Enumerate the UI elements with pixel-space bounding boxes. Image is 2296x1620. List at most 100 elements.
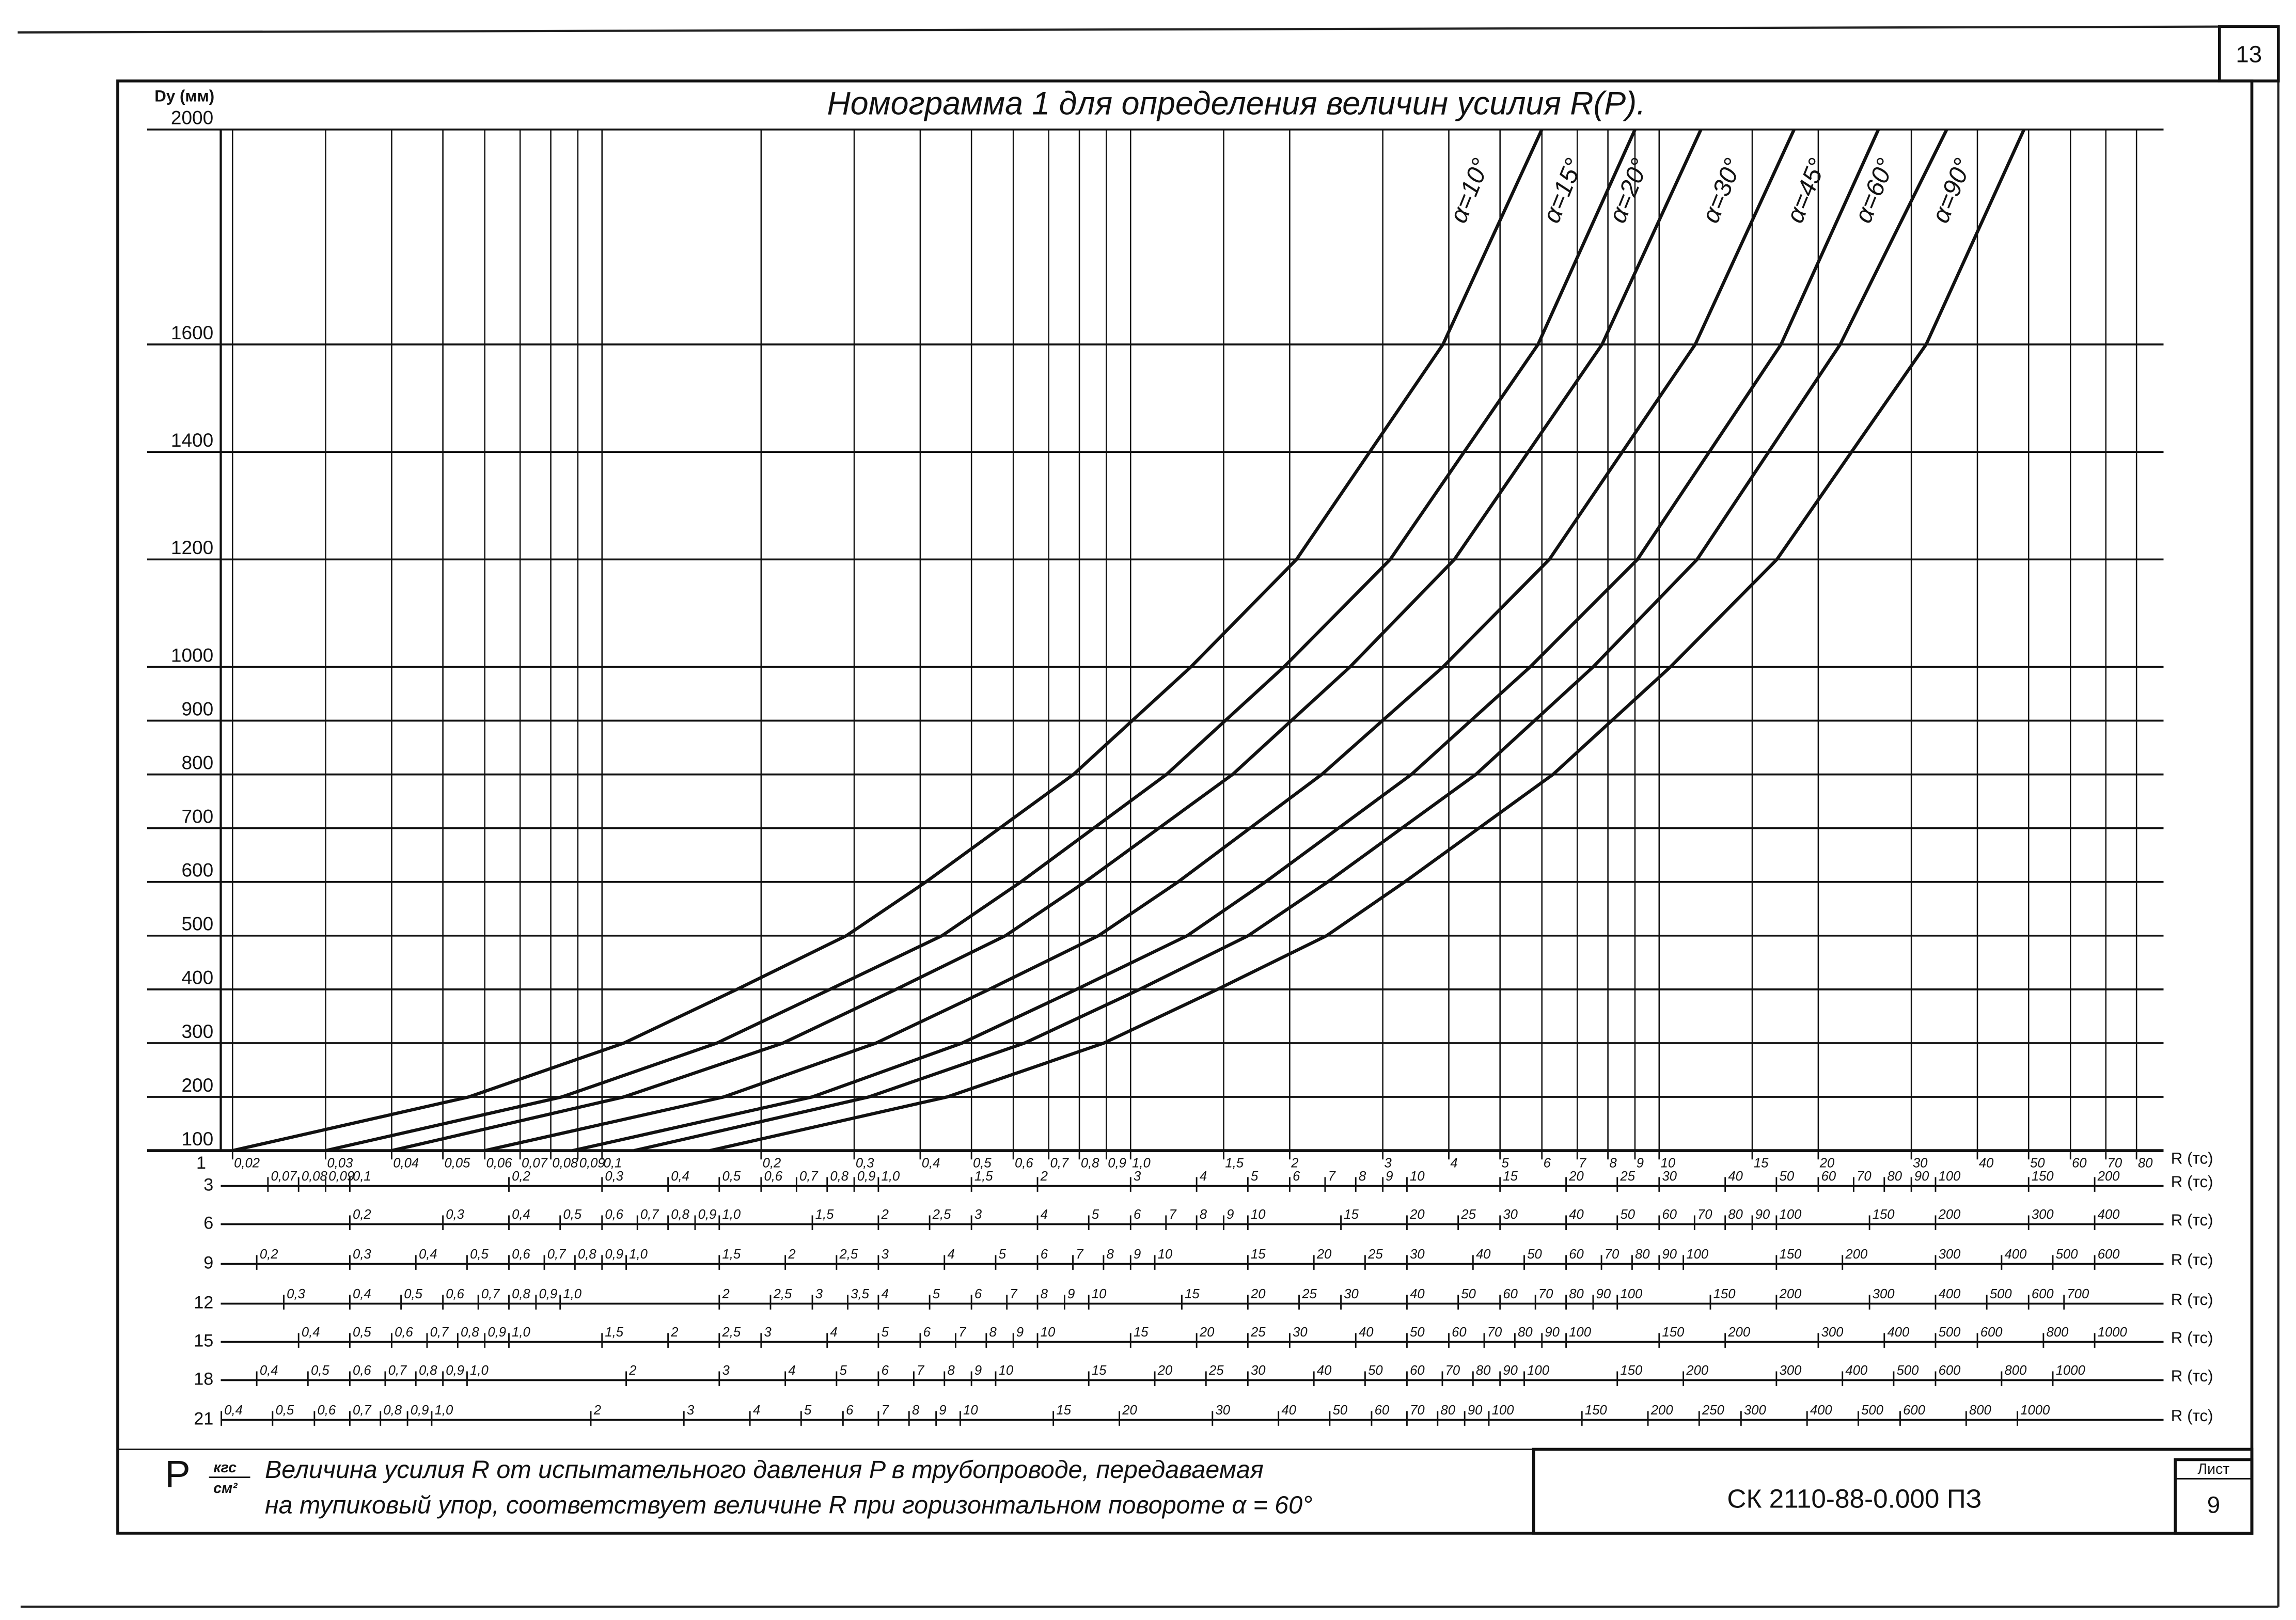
scale-tick-label: 4: [1200, 1169, 1207, 1184]
scale-tick-label: 0,3: [446, 1207, 464, 1222]
scale-tick-label: 4: [882, 1287, 889, 1301]
scale-tick-label: 300: [1780, 1363, 1802, 1378]
curve: [232, 129, 1544, 1153]
scale-tick-label: 80: [1518, 1325, 1533, 1340]
scale-tick-label: 150: [1662, 1325, 1685, 1340]
scale-tick-label: 10: [1410, 1169, 1425, 1184]
scale-tick-label: 200: [1650, 1403, 1674, 1418]
scale-tick-label: 15: [1503, 1169, 1518, 1184]
scale-tick-label: 70: [1605, 1247, 1619, 1262]
scale-tick-label: 1,0: [470, 1363, 489, 1378]
scale-tick-label: 25: [1301, 1287, 1317, 1301]
scale-tick-label: 15: [1092, 1363, 1107, 1378]
scale-tick-label: 1000: [2020, 1403, 2050, 1418]
scale-tick-label: 0,9: [857, 1169, 876, 1184]
x-tick-label: 80: [2138, 1156, 2153, 1171]
x-tick-label: 0,08: [552, 1156, 578, 1171]
scale-tick-label: 80: [1887, 1169, 1902, 1184]
scale-tick-label: 7: [1010, 1287, 1018, 1301]
scale-tick-label: 40: [1569, 1207, 1584, 1222]
scale-tick-label: 70: [1538, 1287, 1553, 1301]
scale-tick-label: 50: [1527, 1247, 1542, 1262]
scale-tick-label: 2,5: [721, 1325, 741, 1340]
scale-tick-label: 100: [1780, 1207, 1802, 1222]
scale-tick-label: 2,5: [839, 1247, 858, 1262]
scale-tick-label: 25: [1208, 1363, 1224, 1378]
scale-tick-label: 0,2: [512, 1169, 530, 1184]
scale-tick-label: 0,5: [404, 1287, 422, 1301]
scale-tick-label: 7: [1169, 1207, 1177, 1222]
chart-title: Номограмма 1 для определения величин уси…: [827, 86, 1645, 122]
scale-tick-label: 90: [1545, 1325, 1560, 1340]
scale-tick-label: 300: [1821, 1325, 1844, 1340]
scale-tick-label: 25: [1250, 1325, 1266, 1340]
y-tick-label: 400: [181, 967, 213, 988]
scale-tick-label: 1,0: [435, 1403, 453, 1418]
scale-tick-label: 4: [753, 1403, 760, 1418]
scale-tick-label: 150: [1873, 1207, 1895, 1222]
scale-tick-label: 0,9: [446, 1363, 464, 1378]
scale-tick-label: 0,4: [671, 1169, 689, 1184]
scale-tick-label: 80: [1441, 1403, 1456, 1418]
scale-tick-label: 50: [1368, 1363, 1383, 1378]
y-tick-label: 800: [181, 751, 213, 773]
scale-tick-label: 5: [882, 1325, 889, 1340]
scale-tick-label: 0,7: [388, 1363, 407, 1378]
scale-tick-label: 8: [912, 1403, 920, 1418]
scale-tick-label: 6: [1293, 1169, 1300, 1184]
scale-tick-label: 0,8: [578, 1247, 596, 1262]
scale-tick-label: 3: [815, 1287, 823, 1301]
scale-tick-label: 40: [1281, 1403, 1296, 1418]
scale-tick-label: 200: [1686, 1363, 1709, 1378]
y-tick-label: 100: [181, 1128, 213, 1150]
scale-tick-label: 0,4: [260, 1363, 278, 1378]
scale-tick-label: 100: [1527, 1363, 1550, 1378]
scale-tick-label: 0,9: [539, 1287, 558, 1301]
scale-tick-label: 60: [1375, 1403, 1390, 1418]
x-tick-label: 0,4: [922, 1156, 940, 1171]
page-number: 13: [2236, 41, 2262, 67]
curve: [391, 129, 1703, 1153]
pressure-unit-den: см²: [213, 1480, 238, 1497]
scale-tick-label: 200: [1779, 1287, 1802, 1301]
x-tick-label: 0,6: [1015, 1156, 1033, 1171]
scale-tick-label: 1000: [2098, 1325, 2128, 1340]
y-tick-label: 900: [181, 698, 213, 719]
scale-tick-label: 600: [1903, 1403, 1926, 1418]
curve: [709, 129, 2026, 1153]
scale-tick-label: 90: [1662, 1247, 1677, 1262]
scale-tick-label: 0,8: [461, 1325, 479, 1340]
scale-tick-label: 0,9: [411, 1403, 429, 1418]
x-tick-label: 50: [2030, 1156, 2045, 1171]
scale-tick-label: 60: [1662, 1207, 1677, 1222]
scale-tick-label: 90: [1596, 1287, 1611, 1301]
curve: [572, 129, 1880, 1153]
y-tick-label: 1000: [171, 644, 213, 666]
scale-tick-label: 90: [1914, 1169, 1929, 1184]
scale-tick-label: 6: [882, 1363, 889, 1378]
scale-tick-label: 0,4: [419, 1247, 437, 1262]
scale-tick-label: 200: [2097, 1169, 2120, 1184]
scale-tick-label: 50: [1410, 1325, 1425, 1340]
scale-tick-label: 0,6: [318, 1403, 336, 1418]
scale-tick-label: 80: [1476, 1363, 1491, 1378]
scale-tick-label: 80: [1569, 1287, 1584, 1301]
scale-tick-label: 1,5: [605, 1325, 623, 1340]
scale-tick-label: 1,5: [815, 1207, 834, 1222]
scale-tick-label: 60: [1503, 1287, 1518, 1301]
scale-tick-label: 100: [1620, 1287, 1643, 1301]
x-tick-label: 0,06: [486, 1156, 513, 1171]
inner-frame: [116, 79, 2254, 1535]
scale-tick-label: 500: [1861, 1403, 1884, 1418]
scale-tick-label: 9: [1386, 1169, 1393, 1184]
scale-tick-label: 0,1: [353, 1169, 371, 1184]
scale-tick-label: 200: [1845, 1247, 1868, 1262]
pressure-label: 15: [194, 1331, 213, 1351]
curve-label: α=60°: [1849, 154, 1900, 227]
scale-tick-label: 6: [974, 1287, 982, 1301]
scale-tick-label: 2: [1040, 1169, 1048, 1184]
scale-tick-label: 0,8: [419, 1363, 437, 1378]
scale-unit: R (тс): [2171, 1211, 2213, 1229]
x-tick-label: 40: [1979, 1156, 1994, 1171]
scale-tick-label: 4: [947, 1247, 954, 1262]
